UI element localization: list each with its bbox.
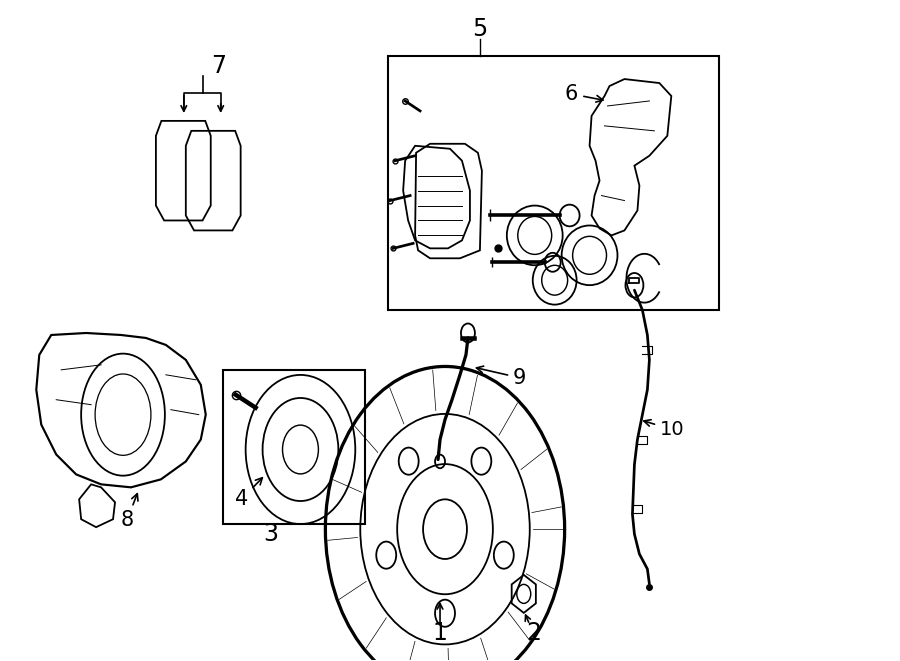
Text: 6: 6 (565, 84, 603, 104)
Text: 10: 10 (644, 420, 685, 439)
Bar (388, 56, 719, 310)
Text: 9: 9 (476, 366, 526, 388)
Bar (222, 370, 365, 524)
Text: 5: 5 (472, 17, 488, 41)
Text: 3: 3 (263, 522, 278, 546)
Text: 1: 1 (433, 621, 447, 644)
Text: 8: 8 (121, 494, 138, 530)
Text: 2: 2 (526, 621, 541, 644)
Text: 7: 7 (212, 54, 226, 78)
Text: 4: 4 (235, 478, 263, 509)
